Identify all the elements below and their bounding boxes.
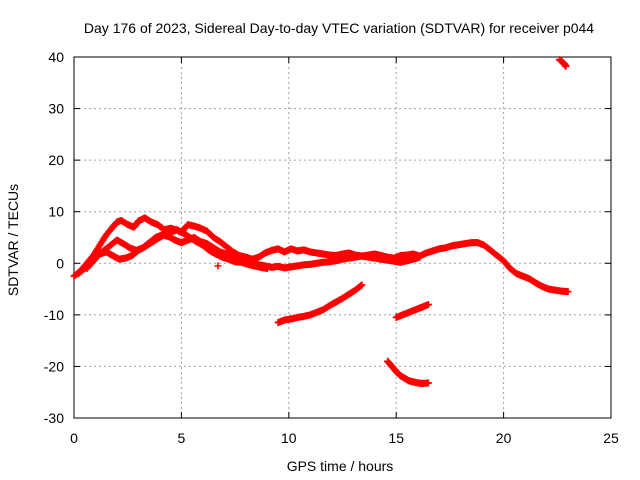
y-tick-label: -30 xyxy=(44,410,64,426)
series-track-g xyxy=(555,56,570,70)
data-point xyxy=(562,62,570,70)
y-tick-label: 0 xyxy=(56,255,64,271)
x-tick-label: 0 xyxy=(70,430,78,446)
x-tick-label: 10 xyxy=(281,430,297,446)
series-track-e xyxy=(392,301,432,321)
axis-ticks: 0 5 10 15 20 25 -30 -20 -10 0 10 20 30 40 xyxy=(44,49,619,446)
x-tick-label: 5 xyxy=(178,430,186,446)
data-point xyxy=(263,264,271,272)
y-axis-label: SDTVAR / TECUs xyxy=(5,184,21,296)
plot-frame xyxy=(73,56,612,419)
y-tick-label: 30 xyxy=(48,101,64,117)
data-point xyxy=(424,379,432,387)
grid xyxy=(74,57,611,418)
series-branch-c xyxy=(83,226,271,272)
data-point xyxy=(357,282,365,290)
data-point xyxy=(416,253,424,261)
data-points xyxy=(70,56,572,387)
y-tick-label: -10 xyxy=(44,307,64,323)
x-tick-label: 25 xyxy=(603,430,619,446)
data-point xyxy=(214,262,222,270)
x-tick-label: 20 xyxy=(496,430,512,446)
y-tick-label: 20 xyxy=(48,152,64,168)
data-point xyxy=(564,288,572,296)
y-tick-label: 40 xyxy=(48,49,64,65)
y-tick-label: -20 xyxy=(44,358,64,374)
data-point xyxy=(424,301,432,309)
data-point xyxy=(358,281,366,289)
series-branch-a xyxy=(70,214,572,296)
series-track-f xyxy=(384,357,432,387)
series-isolated xyxy=(214,262,222,270)
x-axis-label: GPS time / hours xyxy=(287,458,394,474)
x-tick-label: 15 xyxy=(388,430,404,446)
y-tick-label: 10 xyxy=(48,204,64,220)
series-track-d xyxy=(274,281,366,327)
chart-title: Day 176 of 2023, Sidereal Day-to-day VTE… xyxy=(84,20,594,36)
